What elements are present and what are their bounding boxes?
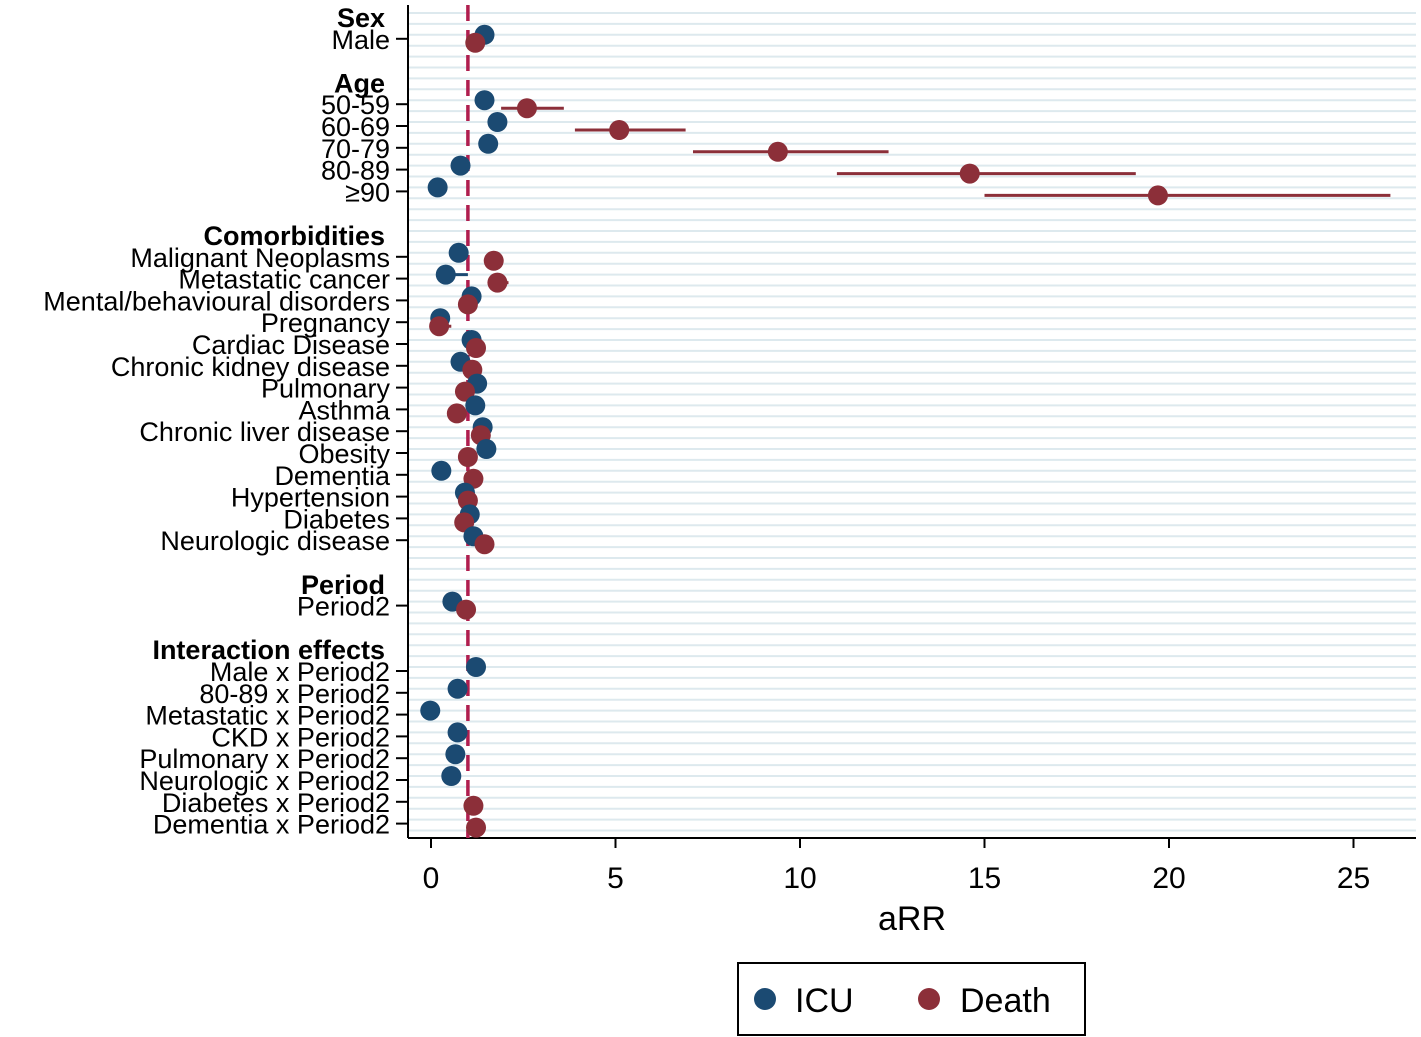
icu-point [431,460,452,481]
row-label: Dementia [274,461,391,491]
icu-point [448,242,469,263]
row-label: Chronic kidney disease [111,352,390,382]
icu-point [441,766,462,786]
row-label: CKD x Period2 [211,722,390,752]
x-tick-label: 20 [1152,862,1185,895]
gridlines [408,12,1416,832]
icu-point [427,177,448,198]
x-tick-label: 15 [968,862,1001,895]
row-label: Metastatic x Period2 [145,701,390,731]
death-point [457,447,478,467]
row-label: Neurologic disease [160,526,390,556]
row-label: Neurologic x Period2 [139,766,390,796]
death-point [1147,185,1168,206]
death-point [483,250,504,271]
row-label: 70-79 [321,134,390,164]
row-label: Diabetes x Period2 [162,788,390,818]
icu-point [478,133,499,154]
legend-label-icu: ICU [795,982,854,1020]
death-point [466,338,487,358]
row-label: Hypertension [231,483,390,513]
row-label: Asthma [298,395,391,425]
death-point [466,817,487,838]
row-label: Male x Period2 [210,657,390,687]
icu-point [487,112,508,132]
x-tick-label: 5 [607,862,624,895]
icu-point [474,90,495,111]
section-label: Period [301,570,385,600]
row-label: Cardiac Disease [192,330,390,360]
x-axis-title: aRR [878,900,946,938]
section-label: Age [334,68,385,98]
death-point [446,403,467,424]
death-point [456,599,477,620]
row-label: Chronic liver disease [139,417,390,447]
row-label: Male [331,25,390,55]
icu-point [450,155,471,176]
row-label: 80-89 x Period2 [199,679,390,709]
row-label: ≥90 [345,177,390,207]
row-label: Malignant Neoplasms [130,243,390,273]
plot-frame [407,5,1416,839]
icu-point [465,395,486,416]
x-axis: aRR 0 5 10 15 20 25 [423,838,1370,938]
legend-marker-death [918,988,940,1010]
legend: ICU Death [737,962,1086,1036]
x-tick-label: 25 [1337,862,1370,895]
death-point [465,32,486,53]
icu-point [466,657,487,677]
death-point [429,316,450,337]
death-point [474,534,495,555]
row-label: Metastatic cancer [178,265,390,295]
row-label: Diabetes [283,504,390,534]
icu-point [476,439,497,459]
x-tick-label: 0 [423,862,440,895]
section-label: Comorbidities [203,221,385,251]
death-point [609,120,630,140]
row-label: Pulmonary [261,374,391,404]
legend-marker-icu [754,988,776,1010]
death-point [454,381,475,402]
row-label: 60-69 [321,112,390,142]
row-label: Period2 [297,592,390,622]
icu-point [435,264,456,285]
row-label: 50-59 [321,90,390,120]
death-point [487,272,508,293]
row-label: Dementia x Period2 [153,810,390,840]
section-label: Interaction effects [152,635,385,665]
death-point [959,163,980,184]
row-label: Mental/behavioural disorders [43,286,390,316]
row-label: Obesity [298,439,390,469]
x-tick-label: 10 [783,862,816,895]
icu-point [447,722,468,743]
row-label: 80-89 [321,156,390,186]
row-label: Pulmonary x Period2 [139,744,390,774]
death-point [463,795,484,816]
icu-point [447,678,468,699]
section-label: Sex [337,3,385,33]
icu-point [445,744,466,765]
death-point [457,294,478,315]
row-label: Pregnancy [261,308,391,338]
icu-point [420,700,441,721]
legend-label-death: Death [960,982,1051,1020]
death-point [767,141,788,162]
legend-box [737,962,1086,1036]
y-axis-ticks [396,37,408,825]
point-estimates [420,24,1168,838]
confidence-intervals [432,106,1391,328]
death-point [516,98,537,119]
